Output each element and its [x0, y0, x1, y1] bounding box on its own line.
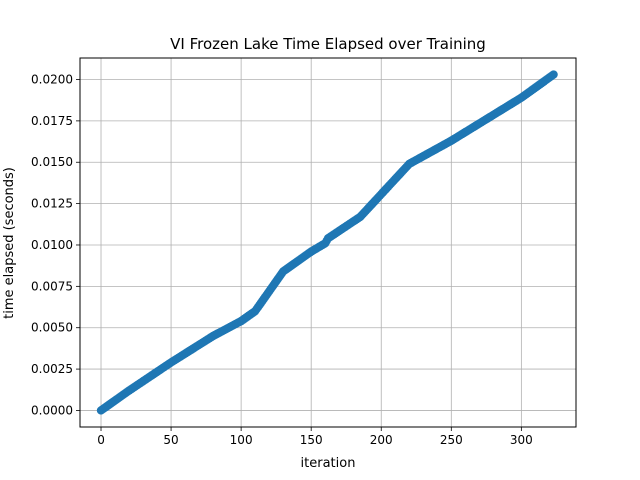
- y-axis-label: time elapsed (seconds): [2, 167, 17, 319]
- x-axis-label: iteration: [301, 456, 356, 471]
- x-tick-label: 100: [230, 433, 253, 447]
- y-tick-label: 0.0100: [31, 238, 73, 252]
- y-tick-label: 0.0150: [31, 155, 73, 169]
- x-tick-label: 0: [97, 433, 105, 447]
- x-tick-label: 250: [440, 433, 463, 447]
- y-tick-label: 0.0025: [31, 362, 73, 376]
- x-tick-label: 300: [510, 433, 533, 447]
- data-point: [549, 70, 558, 79]
- y-axis: 0.0000 0.0025 0.0050 0.0075 0.0100 0.0125 0.01…: [31, 73, 80, 417]
- x-tick-label: 200: [370, 433, 393, 447]
- y-tick-label: 0.0000: [31, 403, 73, 417]
- x-tick-label: 150: [300, 433, 323, 447]
- plot-frame: [79, 57, 577, 428]
- y-tick-label: 0.0175: [31, 114, 73, 128]
- x-axis: 0 50 100 150 200 250 300: [97, 427, 533, 447]
- y-tick-label: 0.0050: [31, 321, 73, 335]
- y-tick-label: 0.0075: [31, 279, 73, 293]
- data-points: [96, 70, 558, 415]
- chart-title: VI Frozen Lake Time Elapsed over Trainin…: [170, 35, 486, 53]
- y-tick-label: 0.0125: [31, 197, 73, 211]
- grid: [80, 58, 576, 427]
- y-tick-label: 0.0200: [31, 73, 73, 87]
- x-tick-label: 50: [163, 433, 178, 447]
